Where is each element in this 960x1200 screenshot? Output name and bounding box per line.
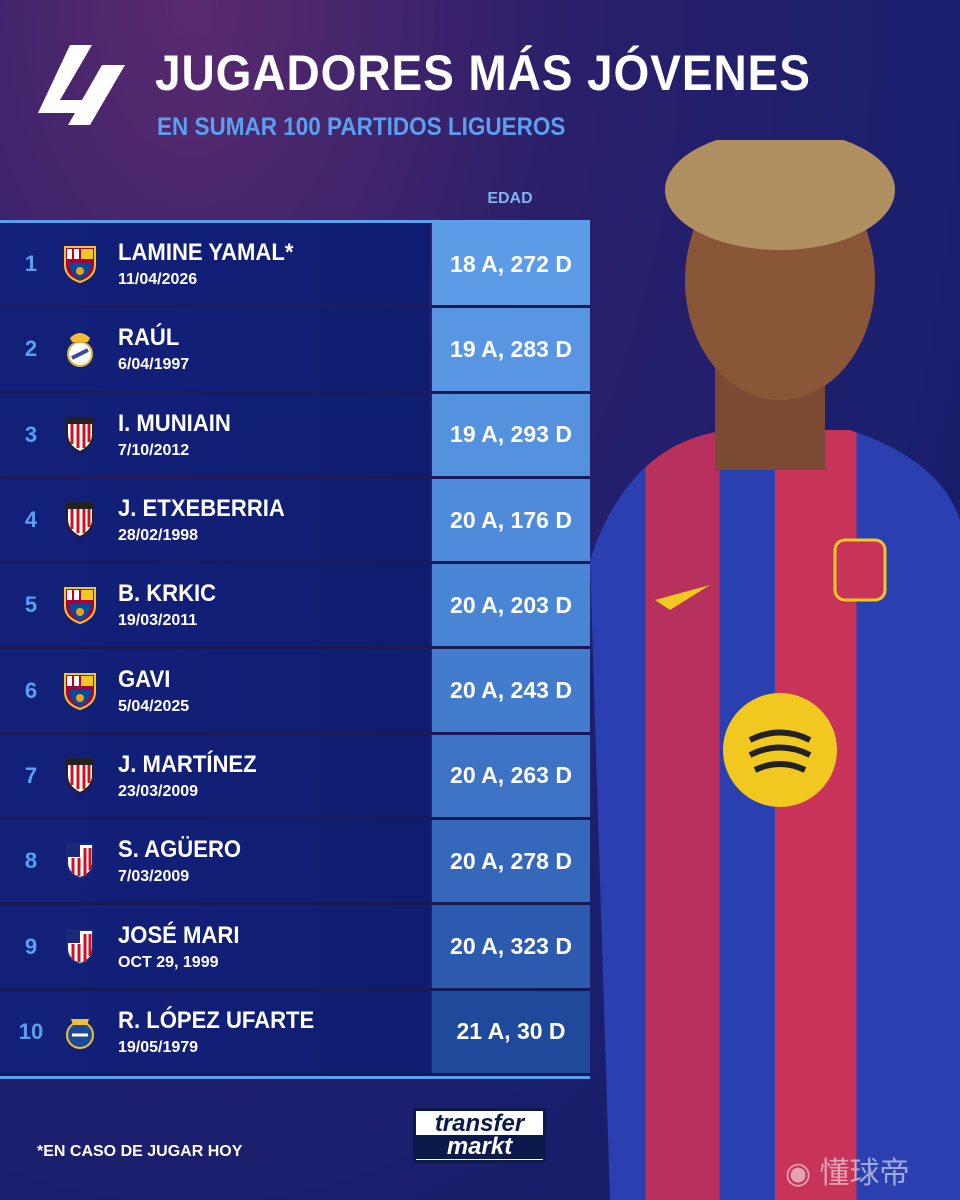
- player-name: J. ETXEBERRIA: [118, 495, 285, 523]
- club-crest-icon: [62, 928, 98, 966]
- player-info: J. ETXEBERRIA 28/02/1998: [118, 495, 299, 545]
- footnote: *EN CASO DE JUGAR HOY: [37, 1143, 243, 1160]
- rank: 5: [24, 592, 38, 618]
- milestone-date: 7/10/2012: [118, 441, 190, 459]
- watermark: ◉ 懂球帝: [785, 1148, 910, 1192]
- age-value: 20 A, 278 D: [432, 820, 590, 903]
- page-title: JUGADORES MÁS JÓVENES: [155, 45, 811, 101]
- milestone-date: 6/04/1997: [118, 356, 190, 374]
- table-row: 3 I. MUNIAIN 7/10/2012 19 A, 293 D: [0, 393, 590, 479]
- club-crest-icon: [62, 586, 98, 625]
- age-value: 20 A, 176 D: [432, 478, 590, 562]
- transfermarkt-logo: transfer markt: [413, 1108, 546, 1163]
- club-crest-icon: [62, 757, 98, 795]
- player-info: JOSÉ MARI OCT 29, 1999: [118, 922, 250, 972]
- player-name: S. AGÜERO: [118, 836, 242, 864]
- table-row: 4 J. ETXEBERRIA 28/02/1998 20 A, 176 D: [0, 478, 590, 565]
- player-photo: [590, 140, 960, 1200]
- rank: 10: [18, 1018, 44, 1044]
- player-info: S. AGÜERO 7/03/2009: [118, 836, 252, 886]
- club-crest-icon: [62, 501, 98, 539]
- player-cell: 7 J. MARTÍNEZ 23/03/2009: [0, 734, 430, 818]
- laliga-logo: [38, 45, 125, 125]
- player-cell: 3 I. MUNIAIN 7/10/2012: [0, 393, 430, 476]
- table-row: 1 LAMINE YAMAL* 11/04/2026 18 A, 272 D: [0, 223, 590, 309]
- player-cell: 8 S. AGÜERO 7/03/2009: [0, 820, 430, 903]
- rank: 8: [24, 848, 38, 874]
- age-value: 19 A, 293 D: [432, 393, 590, 476]
- player-cell: 6 GAVI 5/04/2025: [0, 649, 430, 732]
- table-row: 10 R. LÓPEZ UFARTE 19/05/1979 21 A, 30 D: [0, 990, 590, 1076]
- club-crest-icon: [62, 416, 98, 454]
- player-name: RAÚL: [118, 324, 180, 352]
- player-info: B. KRKIC 19/03/2011: [118, 580, 225, 630]
- player-info: GAVI 5/04/2025: [118, 666, 189, 716]
- table-row: 6 GAVI 5/04/2025 20 A, 243 D: [0, 649, 590, 735]
- player-info: R. LÓPEZ UFARTE 19/05/1979: [118, 1007, 331, 1057]
- club-crest-icon: [62, 672, 98, 710]
- player-cell: 10 R. LÓPEZ UFARTE 19/05/1979: [0, 990, 430, 1073]
- player-name: LAMINE YAMAL*: [118, 239, 294, 267]
- player-cell: 4 J. ETXEBERRIA 28/02/1998: [0, 478, 430, 562]
- club-crest-icon: [62, 245, 98, 284]
- watermark-text: 懂球帝: [819, 1157, 910, 1190]
- age-value: 19 A, 283 D: [432, 308, 590, 391]
- player-info: I. MUNIAIN 7/10/2012: [118, 410, 241, 460]
- player-name: I. MUNIAIN: [118, 409, 231, 437]
- table-row: 5 B. KRKIC 19/03/2011 20 A, 203 D: [0, 564, 590, 650]
- club-crest-icon: [62, 330, 98, 368]
- age-value: 20 A, 243 D: [432, 649, 590, 732]
- age-value: 18 A, 272 D: [432, 223, 590, 306]
- milestone-date: 11/04/2026: [118, 271, 198, 289]
- table-row: 7 J. MARTÍNEZ 23/03/2009 20 A, 263 D: [0, 734, 590, 821]
- player-cell: 2 RAÚL 6/04/1997: [0, 308, 430, 391]
- rank: 4: [24, 507, 38, 533]
- player-info: LAMINE YAMAL* 11/04/2026: [118, 239, 309, 289]
- age-value: 20 A, 203 D: [432, 564, 590, 647]
- club-crest-icon: [62, 1013, 98, 1051]
- milestone-date: 7/03/2009: [118, 868, 190, 886]
- player-name: J. MARTÍNEZ: [118, 750, 257, 778]
- age-value: 20 A, 263 D: [432, 734, 590, 818]
- milestone-date: 23/03/2009: [118, 782, 199, 800]
- rank: 6: [24, 677, 38, 703]
- player-info: RAÚL 6/04/1997: [118, 324, 189, 374]
- player-info: J. MARTÍNEZ 23/03/2009: [118, 751, 269, 801]
- milestone-date: OCT 29, 1999: [118, 953, 219, 971]
- rank: 2: [24, 336, 38, 362]
- rank: 3: [24, 421, 38, 447]
- age-column-header: EDAD: [487, 190, 533, 207]
- milestone-date: 28/02/1998: [118, 527, 199, 545]
- player-name: GAVI: [118, 665, 171, 693]
- player-cell: 1 LAMINE YAMAL* 11/04/2026: [0, 223, 430, 306]
- player-cell: 5 B. KRKIC 19/03/2011: [0, 564, 430, 647]
- age-value: 21 A, 30 D: [432, 990, 590, 1073]
- table-row: 8 S. AGÜERO 7/03/2009 20 A, 278 D: [0, 820, 590, 906]
- ranking-table: 1 LAMINE YAMAL* 11/04/2026 18 A, 272 D 2…: [0, 220, 590, 1079]
- player-name: B. KRKIC: [118, 580, 217, 608]
- player-name: R. LÓPEZ UFARTE: [118, 1006, 315, 1034]
- player-name: JOSÉ MARI: [118, 921, 240, 949]
- player-cell: 9 JOSÉ MARI OCT 29, 1999: [0, 905, 430, 988]
- table-row: 2 RAÚL 6/04/1997 19 A, 283 D: [0, 308, 590, 394]
- rank: 7: [24, 762, 38, 788]
- ball-icon: ◉: [785, 1157, 812, 1190]
- club-crest-icon: [62, 842, 98, 880]
- rank: 1: [24, 251, 38, 277]
- age-value: 20 A, 323 D: [432, 905, 590, 988]
- table-row: 9 JOSÉ MARI OCT 29, 1999 20 A, 323 D: [0, 905, 590, 991]
- milestone-date: 19/03/2011: [118, 612, 198, 630]
- page-subtitle: EN SUMAR 100 PARTIDOS LIGUEROS: [157, 113, 566, 141]
- milestone-date: 19/05/1979: [118, 1038, 199, 1056]
- logo-line2: markt: [416, 1135, 543, 1159]
- rank: 9: [24, 933, 38, 959]
- milestone-date: 5/04/2025: [118, 697, 190, 715]
- logo-line1: transfer: [434, 1110, 525, 1137]
